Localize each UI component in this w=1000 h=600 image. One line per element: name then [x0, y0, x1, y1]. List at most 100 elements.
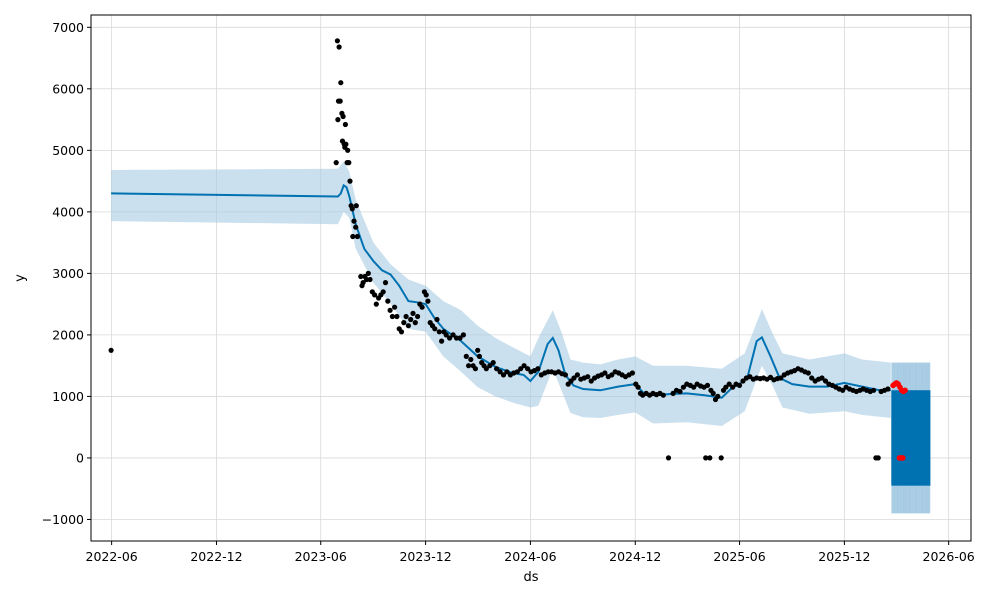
- x-tick-label: 2026-06: [923, 549, 975, 564]
- observed-point: [408, 316, 414, 323]
- x-tick-label: 2025-12: [818, 549, 870, 564]
- observed-point: [483, 366, 489, 372]
- x-tick-label: 2023-12: [399, 549, 451, 564]
- observed-point: [875, 455, 881, 461]
- x-tick-label: 2022-12: [190, 549, 242, 564]
- observed-point: [398, 329, 405, 335]
- observed-point: [819, 375, 825, 381]
- observed-point: [415, 313, 421, 320]
- observed-point: [350, 233, 356, 240]
- observed-point: [602, 370, 608, 376]
- observed-point: [718, 455, 724, 461]
- observed-point: [487, 363, 493, 369]
- observed-point: [730, 384, 736, 390]
- observed-point: [380, 289, 386, 295]
- y-tick-label: 6000: [52, 81, 84, 96]
- observed-point: [460, 332, 466, 338]
- observed-point: [335, 117, 341, 123]
- observed-point: [367, 276, 373, 283]
- observed-point: [389, 313, 395, 320]
- observed-point: [360, 280, 366, 286]
- observed-point: [710, 390, 716, 396]
- observed-point: [497, 369, 503, 375]
- observed-point: [585, 374, 591, 380]
- observed-point: [635, 384, 641, 390]
- x-tick-label: 2022-06: [86, 549, 138, 564]
- observed-point: [347, 178, 353, 184]
- observed-point: [342, 121, 348, 128]
- observed-point: [490, 360, 496, 366]
- forecast-oscillation: [891, 362, 931, 514]
- observed-point: [521, 363, 527, 369]
- observed-point: [514, 369, 520, 375]
- observed-point: [338, 80, 344, 86]
- observed-point: [439, 338, 445, 344]
- observed-point: [588, 378, 594, 384]
- observed-point: [349, 206, 355, 212]
- uncertainty-interval: [111, 161, 891, 426]
- observed-point: [336, 44, 342, 50]
- observed-point: [337, 98, 343, 104]
- observed-point: [571, 375, 577, 381]
- y-axis-label: y: [13, 274, 28, 282]
- highlighted-points: [890, 380, 908, 461]
- x-tick-label: 2024-12: [609, 549, 661, 564]
- observed-point: [574, 372, 581, 378]
- forecast-line: [111, 183, 891, 399]
- observed-point: [805, 370, 811, 376]
- observed-points: [108, 38, 891, 461]
- observed-point: [475, 347, 481, 353]
- observed-point: [353, 224, 359, 230]
- observed-point: [425, 298, 431, 304]
- observed-point: [373, 301, 379, 307]
- observed-point: [432, 326, 438, 332]
- observed-point: [443, 332, 449, 338]
- observed-point: [108, 347, 114, 353]
- y-tick-label: 1000: [52, 389, 84, 404]
- observed-point: [394, 313, 400, 320]
- y-tick-label: 7000: [52, 20, 84, 35]
- x-axis: 2022-06 2022-12 2023-06 2023-12 2024-06 2024-…: [86, 541, 975, 564]
- observed-point: [677, 388, 683, 395]
- observed-point: [665, 455, 672, 461]
- observed-point: [403, 313, 409, 320]
- y-tick-label: 3000: [52, 266, 84, 281]
- gridlines: [91, 15, 971, 541]
- observed-point: [365, 270, 371, 276]
- observed-point: [609, 372, 615, 378]
- observed-point: [562, 372, 569, 378]
- y-tick-label: 5000: [52, 143, 84, 158]
- observed-point: [778, 375, 784, 381]
- x-tick-label: 2024-06: [504, 549, 556, 564]
- observed-point: [740, 378, 746, 384]
- observed-point: [707, 455, 713, 461]
- observed-point: [387, 307, 393, 313]
- observed-point: [419, 304, 425, 310]
- observed-point: [660, 392, 666, 398]
- observed-point: [385, 298, 391, 304]
- x-axis-label: ds: [523, 570, 538, 585]
- observed-point: [343, 141, 349, 147]
- observed-point: [822, 378, 829, 384]
- observed-point: [436, 329, 442, 335]
- y-tick-label: 2000: [52, 327, 84, 342]
- observed-point: [736, 382, 743, 388]
- observed-point: [358, 273, 364, 280]
- observed-point: [629, 370, 636, 376]
- observed-point: [494, 366, 500, 372]
- observed-point: [809, 375, 815, 381]
- observed-point: [353, 203, 359, 209]
- observed-point: [450, 332, 456, 338]
- observed-point: [345, 147, 351, 153]
- observed-point: [715, 393, 721, 399]
- observed-point: [340, 113, 346, 120]
- observed-point: [525, 366, 531, 372]
- uncertainty-band: [111, 161, 891, 426]
- observed-point: [354, 233, 360, 240]
- observed-point: [334, 38, 340, 44]
- observed-point: [518, 366, 524, 372]
- observed-point: [703, 455, 709, 461]
- observed-point: [466, 363, 472, 369]
- observed-point: [346, 160, 352, 166]
